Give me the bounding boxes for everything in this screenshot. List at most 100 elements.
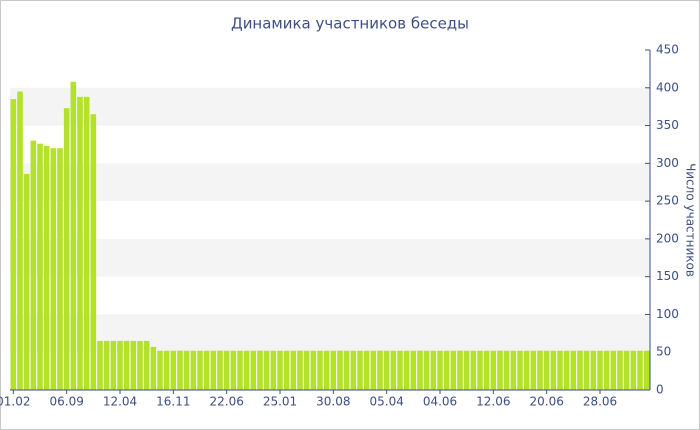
- bar: [557, 350, 563, 390]
- x-tick-label: 30.08: [316, 395, 350, 409]
- chart-title: Динамика участников беседы: [231, 15, 469, 33]
- bar: [10, 99, 17, 390]
- bar: [643, 350, 650, 390]
- bar: [257, 350, 263, 390]
- bar: [110, 340, 117, 390]
- y-tick-label: 100: [656, 307, 679, 321]
- bar: [437, 350, 443, 390]
- bar: [97, 340, 103, 390]
- x-tick-label: 16.11: [156, 395, 190, 409]
- y-tick-label: 400: [656, 80, 679, 94]
- bar: [103, 340, 110, 390]
- bar: [530, 350, 537, 390]
- x-tick-label: 06.09: [49, 395, 83, 409]
- bar: [523, 350, 530, 390]
- grid-band: [10, 163, 650, 202]
- bar: [17, 91, 23, 391]
- grid-band: [10, 314, 650, 353]
- y-tick-label: 150: [656, 269, 679, 283]
- bar: [537, 350, 543, 390]
- bar: [137, 340, 143, 390]
- y-tick-label: 0: [656, 383, 664, 397]
- bar: [590, 350, 597, 390]
- bar: [330, 350, 337, 390]
- bar: [610, 350, 617, 390]
- bar: [77, 96, 83, 390]
- bar: [297, 350, 303, 390]
- bar: [203, 350, 210, 390]
- bar: [410, 350, 417, 390]
- bar: [443, 350, 450, 390]
- bar: [50, 148, 57, 390]
- x-tick-label: 01.02: [0, 395, 31, 409]
- x-tick-label: 25.01: [263, 395, 297, 409]
- bar: [577, 350, 583, 390]
- bar: [377, 350, 383, 390]
- y-tick-label: 200: [656, 231, 679, 245]
- grid-band: [10, 238, 650, 277]
- bar: [390, 350, 397, 390]
- bar: [470, 350, 477, 390]
- bar: [210, 350, 217, 390]
- bar: [237, 350, 243, 390]
- bar: [510, 350, 517, 390]
- bar: [23, 173, 30, 390]
- bar: [310, 350, 317, 390]
- bar: [177, 350, 183, 390]
- bar: [423, 350, 430, 390]
- bar: [430, 350, 437, 390]
- bar: [477, 350, 483, 390]
- bar: [363, 350, 370, 390]
- bar: [143, 340, 150, 390]
- bar: [463, 350, 470, 390]
- grid-band: [10, 87, 650, 126]
- bar: [183, 350, 190, 390]
- bar: [150, 346, 157, 390]
- x-tick-label: 12.06: [476, 395, 510, 409]
- y-tick-label: 450: [656, 43, 679, 57]
- bar: [170, 350, 177, 390]
- bar: [163, 350, 170, 390]
- x-tick-label: 05.04: [369, 395, 403, 409]
- bar: [630, 350, 637, 390]
- bar: [83, 96, 90, 390]
- bar: [117, 340, 123, 390]
- bar: [270, 350, 277, 390]
- bar: [623, 350, 630, 390]
- x-tick-label: 28.06: [583, 395, 617, 409]
- x-tick-label: 12.04: [103, 395, 137, 409]
- bar: [317, 350, 323, 390]
- x-tick-label: 20.06: [529, 395, 563, 409]
- bar: [617, 350, 623, 390]
- bar: [130, 340, 137, 390]
- bar: [37, 143, 43, 390]
- bar: [383, 350, 390, 390]
- bar: [350, 350, 357, 390]
- bar: [57, 148, 63, 390]
- bar: [497, 350, 503, 390]
- bar: [190, 350, 197, 390]
- bar: [343, 350, 350, 390]
- bar: [230, 350, 237, 390]
- y-axis-title: Число участников: [684, 163, 698, 277]
- bar: [303, 350, 310, 390]
- bar: [283, 350, 290, 390]
- bar: [337, 350, 343, 390]
- bar: [483, 350, 490, 390]
- bar: [397, 350, 403, 390]
- bar: [403, 350, 410, 390]
- bar: [217, 350, 223, 390]
- bar: [503, 350, 510, 390]
- bar: [263, 350, 270, 390]
- bar: [517, 350, 523, 390]
- bar: [277, 350, 283, 390]
- bar: [357, 350, 363, 390]
- bar: [63, 108, 70, 390]
- bar: [70, 81, 77, 390]
- bar: [123, 340, 130, 390]
- bar: [490, 350, 497, 390]
- bar: [323, 350, 330, 390]
- bar: [583, 350, 590, 390]
